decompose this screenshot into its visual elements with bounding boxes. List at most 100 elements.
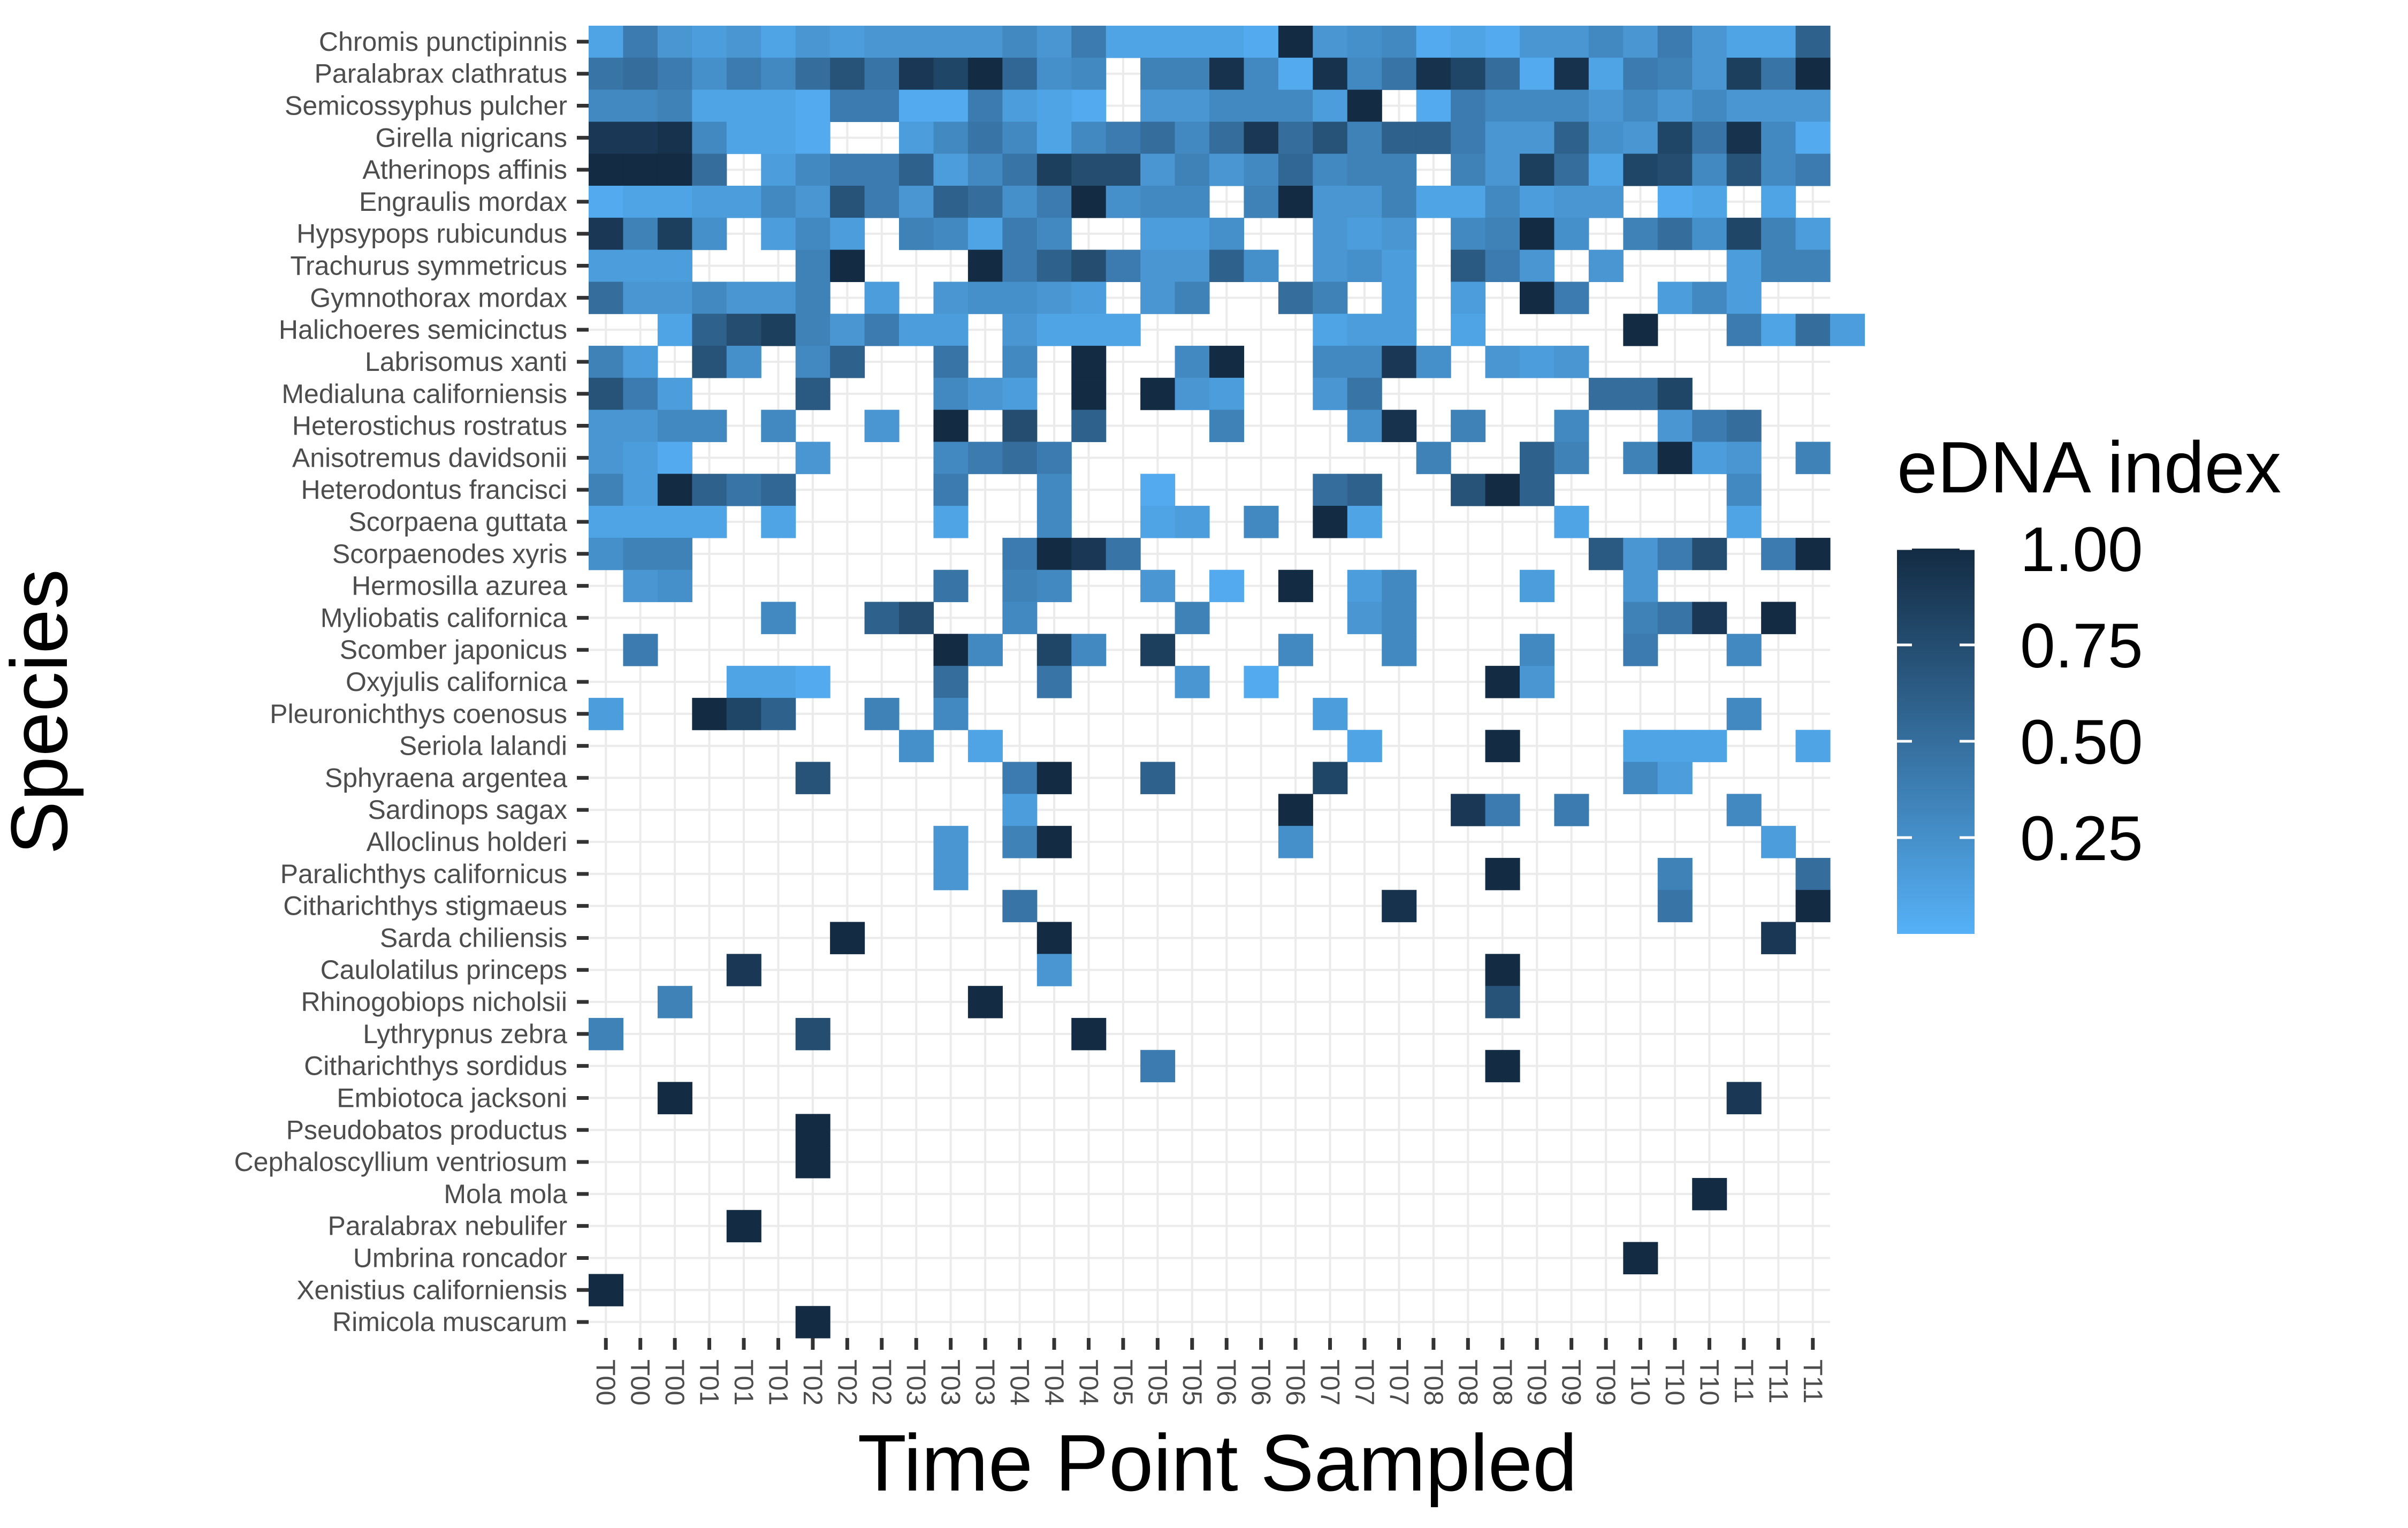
heatmap-cell: [933, 666, 969, 698]
heatmap-cell: [1071, 154, 1107, 186]
heatmap-cell: [657, 1082, 692, 1114]
heatmap-cell: [1451, 57, 1486, 90]
heatmap-cell: [1623, 26, 1658, 58]
y-tick-label: Chromis punctipinnis: [319, 27, 567, 57]
heatmap-cell: [1726, 121, 1762, 154]
heatmap-cell: [1520, 26, 1555, 58]
heatmap-cell: [1761, 249, 1796, 283]
x-tick-label: T11: [1763, 1359, 1793, 1403]
y-tick-label: Alloclinus holderi: [367, 827, 567, 857]
heatmap-cell: [1037, 121, 1072, 154]
heatmap-cell: [1244, 26, 1279, 58]
heatmap-cell: [1623, 537, 1658, 571]
heatmap-cell: [795, 121, 830, 154]
heatmap-cell: [1140, 249, 1176, 283]
heatmap-cell: [657, 282, 692, 314]
heatmap-cell: [1313, 697, 1348, 731]
heatmap-cell: [830, 249, 865, 283]
heatmap-cell: [1485, 57, 1520, 90]
heatmap-cell: [1175, 121, 1210, 154]
heatmap-cell: [657, 409, 692, 443]
heatmap-cell: [726, 474, 761, 506]
heatmap-cell: [623, 89, 658, 123]
heatmap-cell: [1037, 569, 1072, 603]
heatmap-cell: [795, 377, 830, 410]
heatmap-cell: [1761, 826, 1796, 858]
heatmap-cell: [589, 57, 624, 90]
y-tick-label: Scorpaena guttata: [348, 507, 567, 537]
x-tick-label: T00: [626, 1359, 656, 1405]
heatmap-cell: [864, 282, 900, 314]
colorbar-tick-label: 0.25: [2020, 803, 2143, 874]
heatmap-cell: [1175, 602, 1210, 634]
heatmap-cell: [589, 186, 624, 218]
heatmap-cell: [692, 217, 727, 250]
heatmap-cell: [1623, 154, 1658, 186]
heatmap-cell: [1140, 186, 1176, 218]
heatmap-cell: [1347, 314, 1382, 346]
y-tick-label: Xenistius californiensis: [296, 1275, 567, 1305]
heatmap-cell: [1209, 409, 1245, 443]
y-tick-label: Lythrypnus zebra: [363, 1019, 567, 1049]
heatmap-cell: [1451, 249, 1486, 283]
x-tick-label: T09: [1557, 1359, 1587, 1405]
heatmap-cell: [1520, 217, 1555, 250]
heatmap-cell: [1037, 634, 1072, 666]
heatmap-cell: [1485, 986, 1520, 1018]
heatmap-cell: [1140, 474, 1176, 506]
heatmap-cell: [1347, 249, 1382, 283]
heatmap-cell: [1244, 154, 1279, 186]
heatmap-cell: [692, 89, 727, 123]
x-tick-label: T07: [1384, 1359, 1414, 1405]
heatmap-cell: [1657, 57, 1693, 90]
heatmap-cell: [1382, 217, 1417, 250]
heatmap-cell: [1761, 186, 1796, 218]
heatmap-cell: [1347, 217, 1382, 250]
heatmap-cell: [1416, 121, 1451, 154]
heatmap-cell: [761, 697, 796, 731]
heatmap-cell: [1002, 89, 1038, 123]
colorbar-tick-label: 0.50: [2020, 707, 2143, 778]
heatmap-cell: [1416, 26, 1451, 58]
heatmap-cell: [967, 121, 1003, 154]
heatmap-cell: [1692, 217, 1727, 250]
heatmap-cell: [1037, 922, 1072, 954]
heatmap-cell: [1795, 154, 1831, 186]
heatmap-cell: [589, 121, 624, 154]
y-tick-label: Sphyraena argentea: [325, 763, 567, 793]
heatmap-cell: [692, 282, 727, 314]
heatmap-cell: [761, 602, 796, 634]
heatmap-cell: [1347, 26, 1382, 58]
heatmap-cell: [1037, 89, 1072, 123]
heatmap-cell: [726, 282, 761, 314]
heatmap-cell: [657, 57, 692, 90]
heatmap-cell: [1002, 826, 1038, 858]
heatmap-cell: [1002, 346, 1038, 378]
heatmap-cell: [1761, 537, 1796, 571]
y-tick-label: Seriola lalandi: [399, 731, 567, 761]
y-tick-label: Labrisomus xanti: [365, 347, 567, 377]
y-tick-label: Sardinops sagax: [368, 795, 567, 825]
heatmap-cell: [726, 26, 761, 58]
heatmap-cell: [1071, 121, 1107, 154]
x-tick-label: T09: [1591, 1359, 1621, 1405]
heatmap-cell: [1485, 857, 1520, 891]
heatmap-cell: [1278, 186, 1313, 218]
x-tick-label: T07: [1350, 1359, 1380, 1405]
heatmap-cell: [1554, 186, 1589, 218]
heatmap-cell: [1209, 249, 1245, 283]
heatmap-cell: [1002, 26, 1038, 58]
heatmap-cell: [1209, 89, 1245, 123]
x-tick-label: T11: [1729, 1359, 1759, 1403]
heatmap-cell: [761, 89, 796, 123]
heatmap-cell: [1485, 1050, 1520, 1083]
x-tick-label: T06: [1281, 1359, 1310, 1405]
heatmap-cell: [830, 346, 865, 378]
heatmap-cell: [1278, 89, 1313, 123]
heatmap-cell: [692, 474, 727, 506]
x-tick-label: T06: [1246, 1359, 1276, 1405]
heatmap-cell: [1761, 922, 1796, 954]
heatmap-cell: [1209, 569, 1245, 603]
heatmap-cell: [1175, 26, 1210, 58]
